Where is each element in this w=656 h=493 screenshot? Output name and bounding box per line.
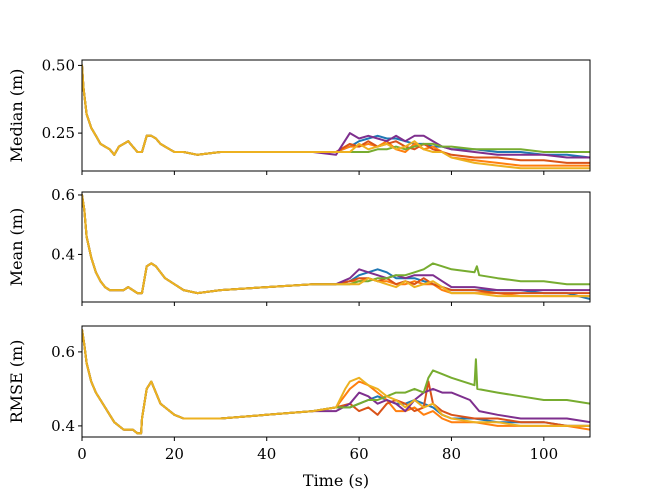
x-axis-label: Time (s) [303, 471, 369, 490]
y-tick-label: 0.6 [51, 186, 75, 204]
y-tick-label: 0.4 [51, 417, 75, 435]
series-line-4 [82, 64, 590, 159]
x-tick-label: 40 [257, 445, 276, 463]
y-tick-label: 0.50 [42, 56, 75, 74]
y-tick-label: 0.25 [42, 124, 75, 142]
median-panel: 0.25 0.50 Median (m) [7, 56, 591, 175]
series-line-6 [82, 194, 590, 298]
x-tick-label: 100 [529, 445, 558, 463]
series-line-4 [82, 328, 590, 435]
series-line-2 [82, 64, 590, 167]
plot-frame [81, 325, 591, 438]
mean-panel: 0.4 0.6 Mean (m) [7, 186, 591, 306]
y-tick-label: 0.6 [51, 343, 75, 361]
y-axis-label: Mean (m) [7, 208, 26, 286]
y-tick-label: 0.4 [51, 245, 75, 263]
y-axis-label: RMSE (m) [7, 340, 26, 424]
series-line-6 [82, 64, 590, 170]
plot-frame [81, 191, 591, 303]
x-tick-label: 80 [442, 445, 461, 463]
series-line-1 [82, 64, 590, 159]
series-line-3 [82, 64, 590, 164]
series-line-5 [82, 194, 590, 295]
series-line-3 [82, 194, 590, 295]
x-tick-label: 20 [165, 445, 184, 463]
x-tick-label: 60 [350, 445, 369, 463]
series-line-4 [82, 194, 590, 295]
y-axis-label: Median (m) [7, 69, 26, 163]
x-tick-label: 0 [77, 445, 87, 463]
series-line-6 [82, 328, 590, 435]
rmse-panel: 0.4 0.6 0 20 40 60 80 100 RMSE (m) [7, 325, 591, 463]
plot-frame [81, 59, 591, 172]
